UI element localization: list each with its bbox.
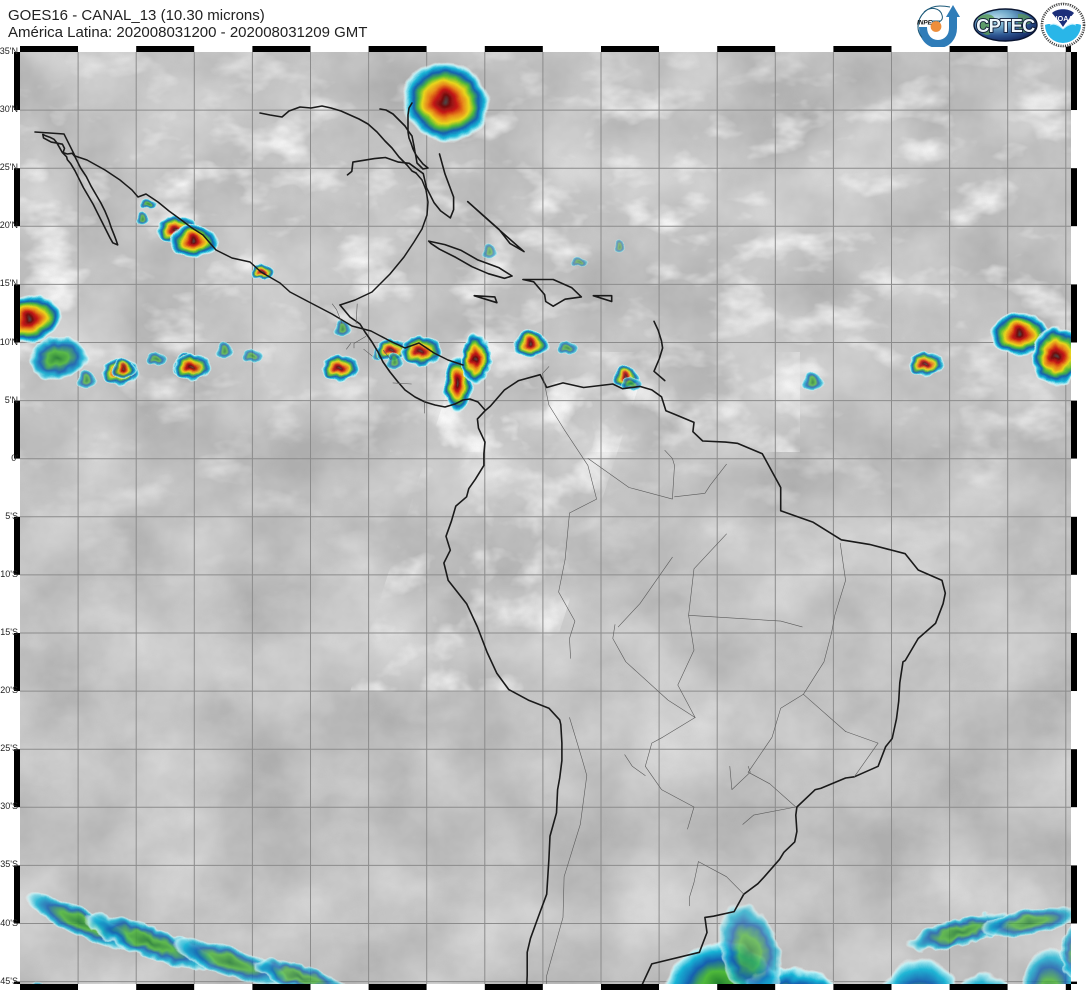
- svg-text:NOAA: NOAA: [1052, 14, 1073, 23]
- svg-text:INPE: INPE: [917, 20, 933, 27]
- svg-text:CPTEC: CPTEC: [976, 16, 1035, 36]
